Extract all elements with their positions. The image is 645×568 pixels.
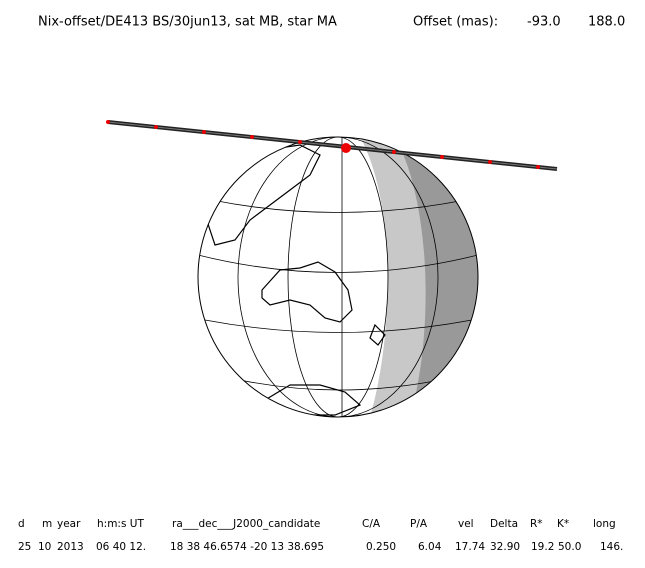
column-header: K* (557, 518, 569, 530)
table-cell: 19.2 (531, 541, 554, 553)
offset-value: 188.0 (588, 15, 625, 30)
offset-value: -93.0 (527, 15, 561, 30)
column-header: Delta (490, 518, 518, 530)
globe (106, 120, 558, 418)
title: Nix-offset/DE413 BS/30jun13, sat MB, sta… (38, 15, 337, 30)
table-cell: 0.250 (366, 541, 396, 553)
table-cell: 6.04 (418, 541, 442, 553)
column-header: P/A (410, 518, 428, 530)
column-header: ra___dec___J2000_candidate (172, 518, 320, 530)
table-cell: 2013 (57, 541, 84, 553)
column-header: m (42, 518, 52, 530)
column-header: vel (458, 518, 474, 530)
table-cell: 06 40 12. (96, 541, 146, 553)
column-header: year (57, 518, 81, 530)
column-header: C/A (362, 518, 381, 530)
table-cell: 17.74 (455, 541, 485, 553)
offset-label: Offset (mas): (413, 15, 498, 30)
table-cell: 18 38 46.6574 -20 13 38.695 (170, 541, 324, 553)
table-cell: 50.0 (558, 541, 581, 553)
column-header: long (593, 518, 616, 530)
table-cell: 25 (18, 541, 31, 553)
column-header: R* (530, 518, 543, 530)
column-header: h:m:s UT (97, 518, 144, 530)
column-header: d (18, 518, 25, 530)
table-cell: 146. (600, 541, 623, 553)
table-cell: 32.90 (490, 541, 520, 553)
table-cell: 10 (38, 541, 51, 553)
data-table: d m year h:m:s UT ra___dec___J2000_candi… (18, 518, 623, 553)
